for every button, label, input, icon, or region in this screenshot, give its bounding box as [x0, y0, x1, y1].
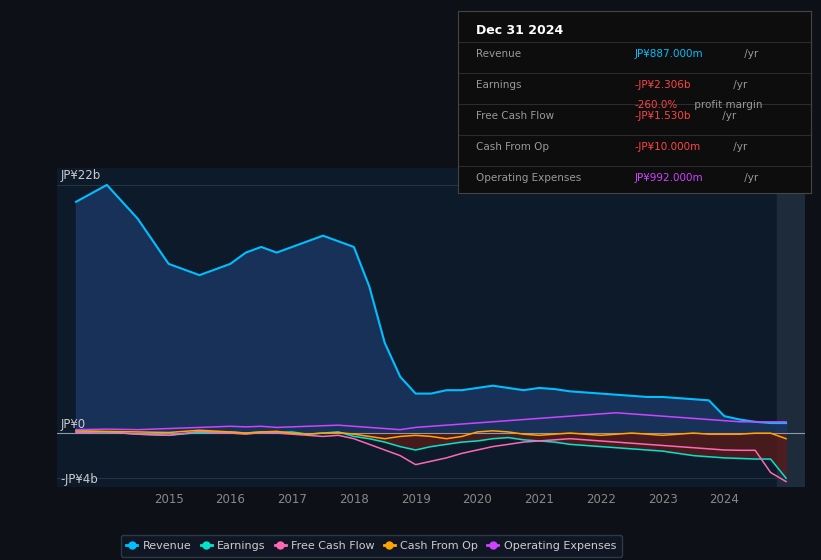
Text: Free Cash Flow: Free Cash Flow	[476, 111, 554, 122]
Text: JP¥22b: JP¥22b	[61, 169, 101, 181]
Text: JP¥887.000m: JP¥887.000m	[635, 49, 704, 59]
Text: Revenue: Revenue	[476, 49, 521, 59]
Bar	[777, 168, 805, 487]
Text: /yr: /yr	[719, 111, 736, 122]
Text: -JP¥2.306b: -JP¥2.306b	[635, 81, 691, 90]
Text: profit margin: profit margin	[691, 100, 763, 110]
Text: /yr: /yr	[730, 142, 747, 152]
Text: Operating Expenses: Operating Expenses	[476, 173, 581, 183]
Legend: Revenue, Earnings, Free Cash Flow, Cash From Op, Operating Expenses: Revenue, Earnings, Free Cash Flow, Cash …	[121, 535, 621, 557]
Text: -JP¥4b: -JP¥4b	[61, 473, 99, 486]
Text: JP¥0: JP¥0	[61, 418, 85, 431]
Text: Dec 31 2024: Dec 31 2024	[476, 24, 563, 37]
Text: JP¥992.000m: JP¥992.000m	[635, 173, 704, 183]
Text: -JP¥1.530b: -JP¥1.530b	[635, 111, 691, 122]
Text: /yr: /yr	[730, 81, 747, 90]
Text: /yr: /yr	[741, 49, 758, 59]
Text: -JP¥10.000m: -JP¥10.000m	[635, 142, 701, 152]
Text: /yr: /yr	[741, 173, 758, 183]
Text: Cash From Op: Cash From Op	[476, 142, 548, 152]
Text: -260.0%: -260.0%	[635, 100, 678, 110]
Text: Earnings: Earnings	[476, 81, 521, 90]
